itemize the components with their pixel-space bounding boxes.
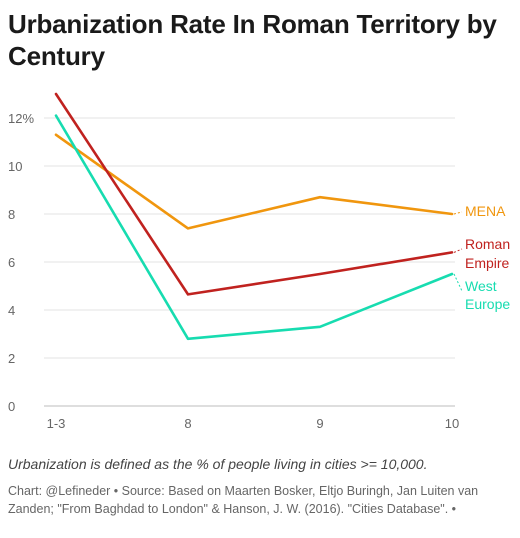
- y-tick-label: 8: [8, 207, 15, 222]
- x-tick-label: 8: [184, 416, 191, 431]
- y-tick-label: 4: [8, 303, 15, 318]
- series-label: West: [465, 278, 497, 294]
- series-lines: [54, 92, 454, 341]
- chart-title: Urbanization Rate In Roman Territory by …: [8, 9, 497, 71]
- series-labels: MENA Roman Empire West Europe: [453, 203, 510, 312]
- y-tick-label: 0: [8, 399, 15, 414]
- series-label-leader: [453, 273, 463, 292]
- series-label: Empire: [465, 255, 510, 271]
- series-label: MENA: [465, 203, 506, 219]
- chart-note: Urbanization is defined as the % of peop…: [8, 456, 428, 472]
- y-axis-tick-labels: 0 2 4 6 8 10 12%: [8, 111, 34, 414]
- y-tick-label: 12%: [8, 111, 34, 126]
- series-line: [54, 114, 454, 341]
- x-tick-label: 1-3: [47, 416, 66, 431]
- series-line: [54, 92, 454, 296]
- y-tick-label: 2: [8, 351, 15, 366]
- chart-credit: Chart: @Lefineder • Source: Based on Maa…: [8, 484, 479, 516]
- series-label: Europe: [465, 296, 510, 312]
- x-axis-tick-labels: 1-3 8 9 10: [47, 416, 460, 431]
- x-tick-label: 10: [445, 416, 459, 431]
- series-line: [54, 133, 454, 230]
- x-tick-label: 9: [316, 416, 323, 431]
- series-label-leader: [453, 211, 463, 215]
- y-tick-label: 10: [8, 159, 22, 174]
- series-label: Roman: [465, 236, 510, 252]
- series-label-leader: [453, 248, 463, 253]
- y-tick-label: 6: [8, 255, 15, 270]
